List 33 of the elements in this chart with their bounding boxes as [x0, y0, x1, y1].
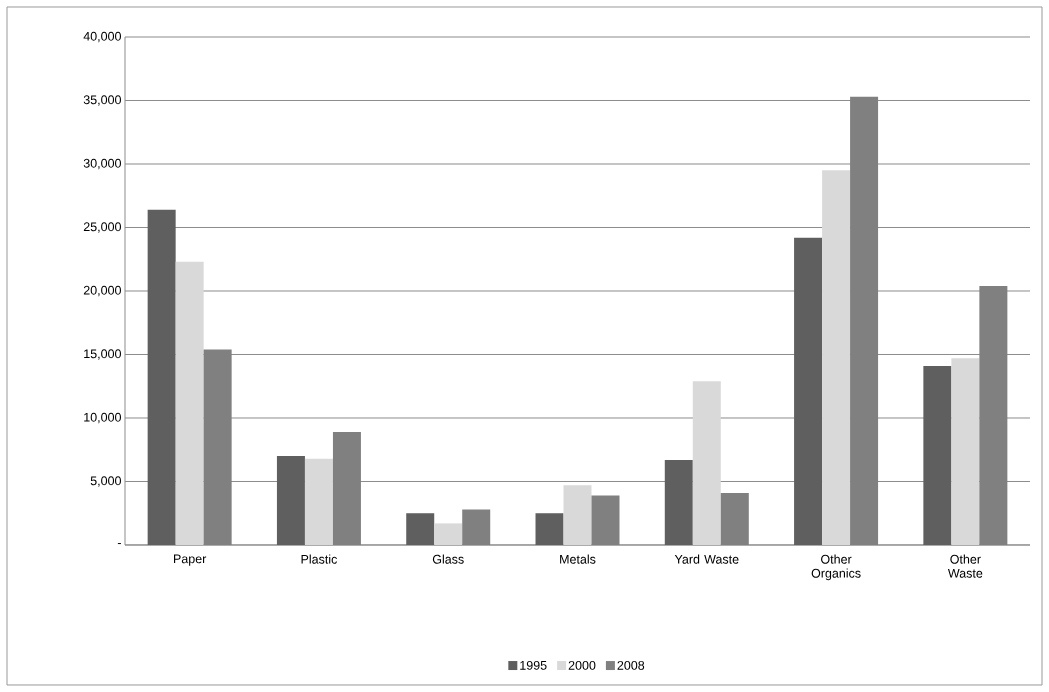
legend-label: 2000 — [568, 660, 596, 670]
x-tick-label: Other Waste — [947, 554, 983, 578]
bar — [406, 513, 435, 545]
bar — [147, 209, 176, 545]
y-tick-label: 15,000 — [84, 349, 121, 360]
y-tick-label: 10,000 — [84, 412, 121, 424]
x-tick-label: Yard Waste — [674, 554, 739, 564]
bar — [434, 523, 463, 545]
bar — [175, 261, 204, 545]
y-tick-label: 20,000 — [83, 285, 121, 297]
bar — [535, 513, 564, 545]
bar — [692, 381, 721, 545]
x-tick-label: Metals — [560, 554, 596, 564]
legend-label: 1995 — [520, 660, 547, 670]
y-tick-label: 25,000 — [83, 222, 121, 233]
bar — [822, 170, 851, 545]
x-tick-label: Paper — [174, 554, 207, 566]
bar — [794, 237, 823, 545]
y-tick-label: 35,000 — [83, 95, 121, 106]
x-tick-label: Other Organics — [811, 554, 861, 581]
bar — [923, 365, 952, 545]
bar — [304, 458, 333, 545]
x-tick-label: Glass — [432, 554, 464, 564]
bar — [563, 485, 592, 545]
x-tick-label: Plastic — [301, 554, 338, 564]
bar — [951, 358, 980, 545]
y-tick-label: - — [117, 543, 121, 545]
legend-label: 2008 — [617, 660, 645, 670]
y-tick-label: 40,000 — [83, 31, 121, 43]
y-tick-label: 5,000 — [90, 476, 121, 487]
bar — [664, 459, 693, 545]
y-tick-label: 30,000 — [83, 158, 121, 170]
bar — [276, 456, 305, 545]
